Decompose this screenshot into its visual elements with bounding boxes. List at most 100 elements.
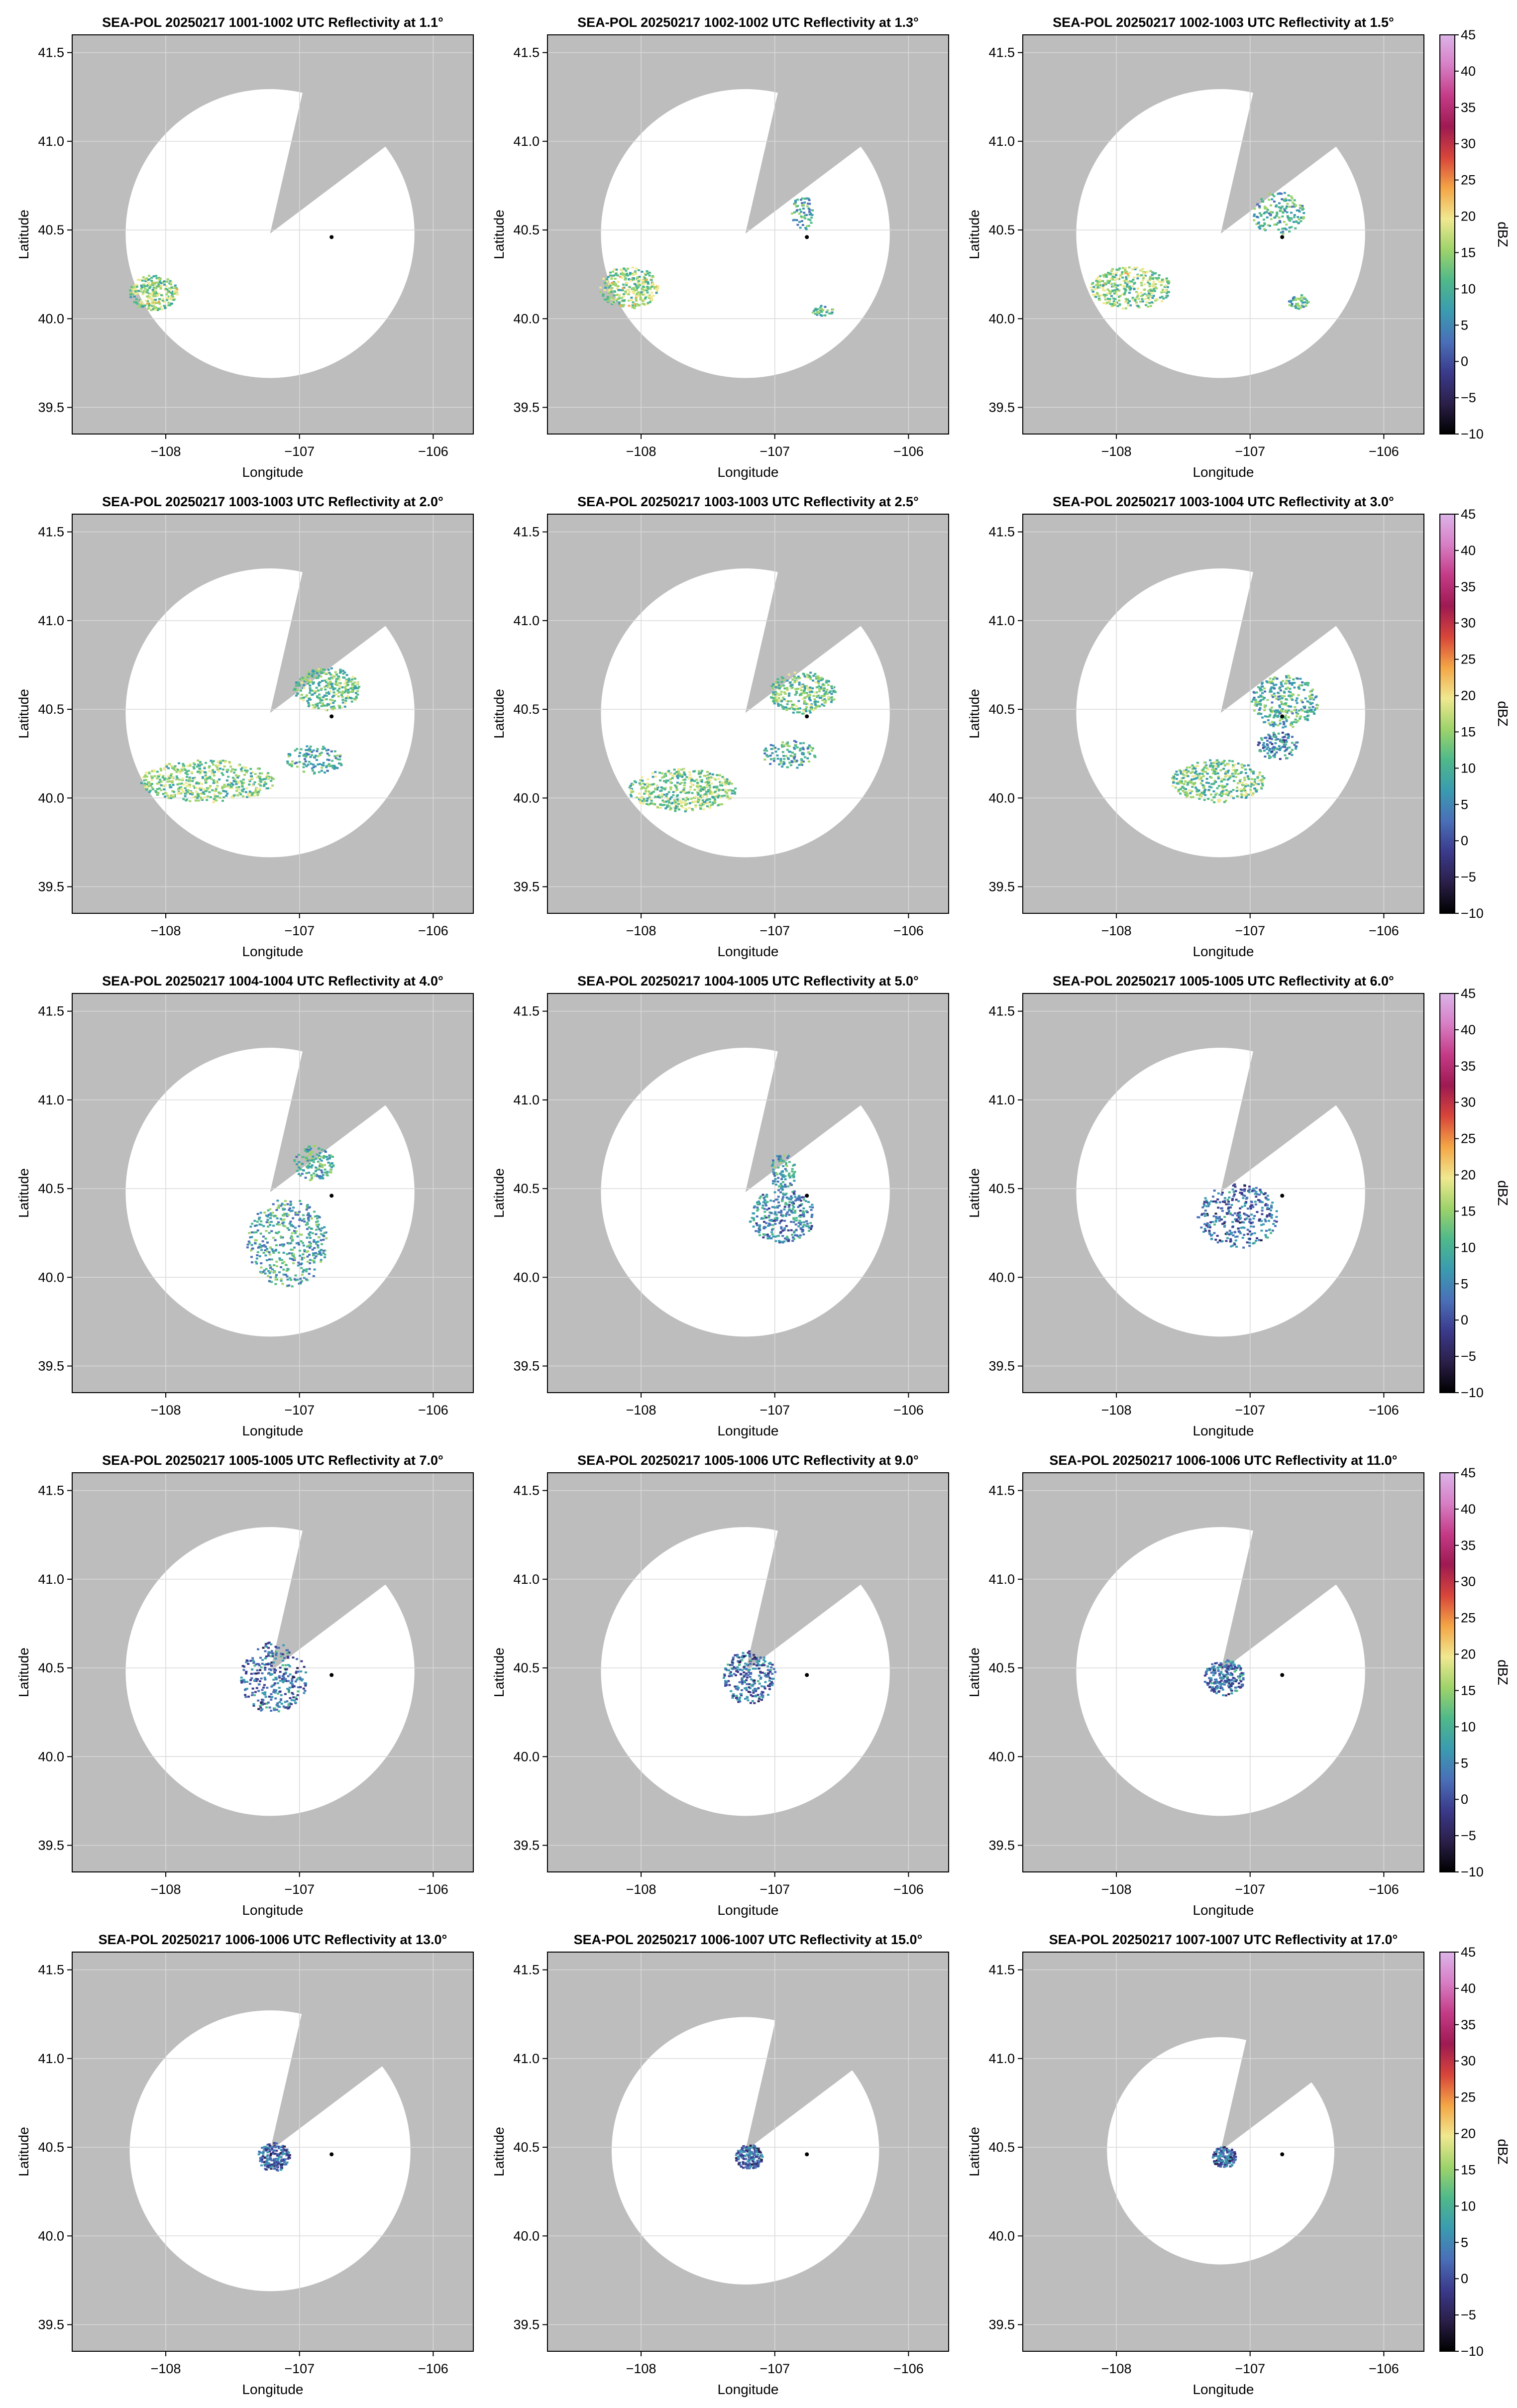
echo-pixel xyxy=(1260,689,1263,691)
echo-pixel xyxy=(306,1279,309,1281)
echo-pixel xyxy=(706,771,709,773)
echo-pixel xyxy=(773,1206,776,1209)
echo-pixel xyxy=(1244,772,1247,774)
echo-pixel xyxy=(1221,788,1224,790)
echo-pixel xyxy=(1195,788,1198,790)
echo-pixel xyxy=(237,786,240,788)
echo-pixel xyxy=(826,309,829,312)
echo-pixel xyxy=(783,1208,786,1210)
echo-pixel xyxy=(808,753,811,755)
echo-pixel xyxy=(1200,794,1203,796)
echo-pixel xyxy=(651,775,654,778)
echo-pixel xyxy=(819,310,822,312)
echo-pixel xyxy=(208,770,211,772)
echo-pixel xyxy=(802,216,805,219)
echo-pixel xyxy=(277,1204,280,1206)
echo-pixel xyxy=(825,691,828,693)
echo-pixel xyxy=(1225,789,1228,791)
echo-pixel xyxy=(198,767,201,769)
echo-pixel xyxy=(815,309,817,311)
echo-pixel xyxy=(1216,763,1219,765)
echo-pixel xyxy=(767,1207,770,1209)
echo-pixel xyxy=(1283,208,1286,211)
echo-pixel xyxy=(1113,279,1116,281)
echo-pixel xyxy=(1224,772,1227,775)
echo-pixel xyxy=(144,774,147,776)
radar-coverage-area xyxy=(601,89,890,378)
echo-pixel xyxy=(774,690,777,693)
echo-pixel xyxy=(656,785,658,787)
echo-pixel xyxy=(354,698,357,701)
echo-pixel xyxy=(1219,799,1222,801)
echo-pixel xyxy=(791,678,794,681)
echo-pixel xyxy=(1276,677,1279,680)
echo-pixel xyxy=(298,755,301,757)
echo-pixel xyxy=(698,797,701,799)
y-tick-label: 41.0 xyxy=(38,134,64,149)
echo-pixel xyxy=(296,1279,299,1281)
echo-pixel xyxy=(1185,768,1188,771)
echo-pixel xyxy=(615,268,618,271)
echo-pixel xyxy=(253,794,256,797)
echo-pixel xyxy=(316,669,319,671)
echo-pixel xyxy=(1288,199,1291,202)
echo-pixel xyxy=(342,676,345,678)
echo-pixel xyxy=(636,303,639,306)
echo-pixel xyxy=(145,281,148,283)
echo-pixel xyxy=(755,1222,758,1224)
echo-pixel xyxy=(279,1217,282,1220)
echo-pixel xyxy=(1210,762,1213,765)
echo-pixel xyxy=(1219,763,1222,766)
echo-pixel xyxy=(1134,268,1137,270)
echo-pixel xyxy=(814,308,817,310)
echo-pixel xyxy=(788,1209,790,1211)
echo-pixel xyxy=(215,788,217,790)
echo-pixel xyxy=(351,678,354,681)
echo-pixel xyxy=(1249,788,1252,791)
echo-pixel xyxy=(1119,275,1121,278)
echo-pixel xyxy=(1217,775,1220,778)
echo-pixel xyxy=(1250,770,1253,773)
echo-pixel xyxy=(652,790,655,793)
echo-pixel xyxy=(639,799,642,801)
echo-pixel xyxy=(321,748,324,750)
echo-pixel xyxy=(265,1214,268,1217)
echo-pixel xyxy=(794,201,797,204)
echo-pixel xyxy=(813,698,816,701)
echo-pixel xyxy=(321,1148,324,1151)
echo-pixel xyxy=(1275,697,1278,700)
echo-pixel xyxy=(1266,681,1269,683)
echo-pixel xyxy=(312,682,315,685)
echo-pixel xyxy=(1300,684,1303,686)
echo-pixel xyxy=(1273,676,1276,678)
echo-pixel xyxy=(322,696,325,698)
echo-pixel xyxy=(303,1277,306,1279)
echo-pixel xyxy=(1112,285,1115,288)
echo-pixel xyxy=(319,1177,322,1180)
echo-pixel xyxy=(780,690,783,693)
echo-pixel xyxy=(1282,703,1285,706)
echo-pixel xyxy=(305,1159,308,1161)
echo-pixel xyxy=(269,1217,272,1219)
echo-pixel xyxy=(644,297,647,300)
echo-pixel xyxy=(185,770,188,773)
echo-pixel xyxy=(179,769,182,771)
echo-pixel xyxy=(165,285,168,287)
echo-pixel xyxy=(251,777,254,780)
echo-pixel xyxy=(165,792,168,794)
echo-pixel xyxy=(1268,199,1271,201)
echo-pixel xyxy=(1212,762,1215,764)
echo-pixel xyxy=(248,778,251,781)
echo-pixel xyxy=(201,776,204,778)
radar-coverage-area xyxy=(601,1048,890,1337)
echo-pixel xyxy=(639,298,642,301)
echo-pixel xyxy=(1245,795,1248,798)
echo-pixel xyxy=(1288,680,1291,682)
echo-pixel xyxy=(1125,280,1128,282)
echo-pixel xyxy=(1153,272,1156,275)
echo-pixel xyxy=(1102,302,1105,304)
echo-pixel xyxy=(356,682,359,684)
echo-pixel xyxy=(1185,791,1188,794)
echo-pixel xyxy=(772,1171,775,1173)
echo-pixel xyxy=(828,691,831,694)
